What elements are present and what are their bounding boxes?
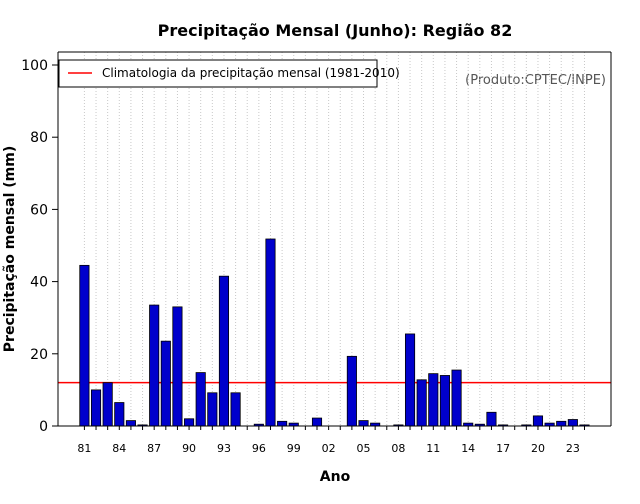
x-tick-label: 08	[391, 442, 405, 455]
bar-1992	[207, 392, 218, 427]
x-tick-label: 23	[566, 442, 580, 455]
bar-2020	[532, 415, 544, 427]
bar-2016	[486, 411, 497, 427]
legend: Climatologia da precipitação mensal (198…	[58, 59, 400, 88]
axes-layer: 0 20 40 60 80 100 81 84 87 90 93 96 99 02 05 08 11 14 17 20…	[21, 51, 612, 455]
x-tick-label: 17	[496, 442, 510, 455]
x-tick-label: 14	[461, 442, 475, 455]
bar-2012	[439, 375, 450, 427]
y-tick-label: 60	[30, 202, 48, 218]
bar-1993	[218, 275, 230, 427]
source-note: (Produto:CPTEC/INPE)	[465, 73, 606, 88]
bar-2009	[404, 333, 416, 427]
bar-2013	[451, 369, 462, 427]
x-tick-label: 93	[217, 442, 231, 455]
bar-2010	[416, 379, 427, 427]
bar-1991	[195, 372, 206, 427]
y-tick-label: 20	[30, 347, 48, 363]
bar-1990	[184, 418, 195, 427]
bar-1981	[79, 264, 90, 427]
bar-1985	[125, 420, 136, 427]
legend-box	[58, 59, 378, 88]
bar-1997	[265, 238, 276, 427]
bar-2005	[358, 420, 369, 427]
y-tick-label: 40	[30, 275, 48, 291]
bar-1987	[149, 304, 160, 427]
bar-1983	[102, 382, 113, 427]
y-tick-label: 100	[21, 58, 48, 74]
x-tick-label: 05	[357, 442, 371, 455]
bar-1994	[230, 392, 241, 427]
bar-2022	[556, 420, 567, 427]
bar-2004	[346, 355, 357, 427]
y-axis-label: Precipitação mensal (mm)	[2, 146, 18, 352]
bar-2011	[428, 373, 439, 427]
bar-1988	[160, 340, 171, 427]
grid-layer	[83, 52, 585, 426]
bars-layer	[79, 238, 590, 427]
chart-title: Precipitação Mensal (Junho): Região 82	[158, 21, 513, 40]
x-tick-label: 20	[531, 442, 545, 455]
x-axis-label: Ano	[320, 469, 351, 485]
bar-1982	[90, 389, 102, 427]
legend-climatology-label: Climatologia da precipitação mensal (198…	[102, 66, 400, 80]
x-tick-label: 87	[147, 442, 161, 455]
x-tick-label: 81	[77, 442, 91, 455]
x-tick-label: 99	[287, 442, 301, 455]
bar-1989	[172, 306, 183, 427]
x-tick-label: 02	[322, 442, 336, 455]
bar-2001	[311, 417, 323, 427]
y-tick-label: 0	[39, 419, 48, 435]
x-tick-label: 84	[112, 442, 126, 455]
bar-2023	[567, 419, 578, 427]
x-tick-label: 96	[252, 442, 266, 455]
x-tick-label: 11	[426, 442, 440, 455]
bar-1984	[114, 402, 125, 427]
bar-1998	[277, 420, 288, 427]
x-tick-label: 90	[182, 442, 196, 455]
y-tick-label: 80	[30, 130, 48, 146]
